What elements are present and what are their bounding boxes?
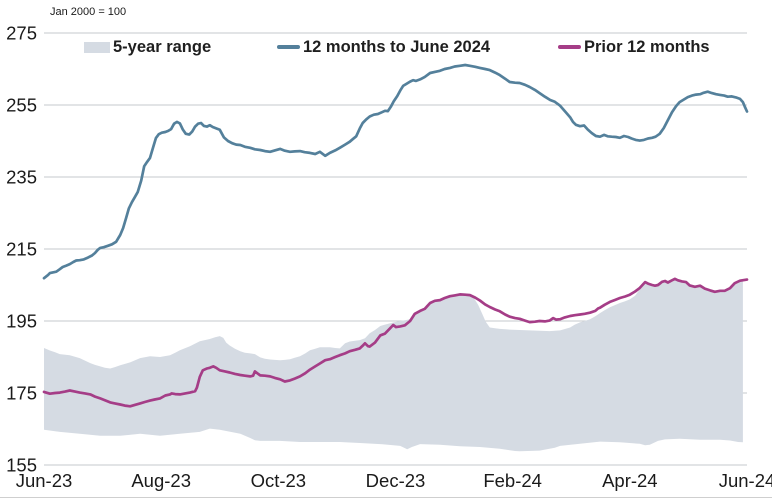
legend-item-12-months-to-june-2024: 12 months to June 2024 [277, 37, 490, 57]
y-tick-label-235: 235 [6, 167, 37, 188]
x-tick-label-Jun-24: Jun-24 [719, 470, 772, 491]
x-tick-label-Feb-24: Feb-24 [483, 470, 542, 491]
y-tick-label-275: 275 [6, 23, 37, 44]
x-tick-label-Jun-23: Jun-23 [16, 470, 73, 491]
current-line-swatch-icon [277, 45, 300, 49]
prior-line-swatch-icon [558, 45, 581, 49]
band-swatch-icon [84, 41, 110, 53]
x-tick-label-Apr-24: Apr-24 [602, 470, 658, 491]
x-tick-label-Oct-23: Oct-23 [251, 470, 307, 491]
five-year-range-band [44, 280, 743, 452]
y-tick-label-215: 215 [6, 239, 37, 260]
chart-bottom-border [0, 497, 772, 498]
y-tick-label-175: 175 [6, 383, 37, 404]
legend-item-prior-12-months: Prior 12 months [558, 37, 710, 57]
y-tick-label-195: 195 [6, 311, 37, 332]
chart-legend: 5-year range 12 months to June 2024 Prio… [0, 37, 772, 57]
index-base-note: Jan 2000 = 100 [50, 6, 127, 18]
legend-label: 5-year range [113, 37, 212, 56]
series-line-prior-12-months [42, 277, 749, 408]
y-tick-label-155: 155 [6, 455, 37, 476]
x-tick-label-Dec-23: Dec-23 [366, 470, 426, 491]
y-tick-label-255: 255 [6, 95, 37, 116]
legend-label: 12 months to June 2024 [303, 37, 491, 56]
legend-item-5-year-range: 5-year range [84, 37, 211, 57]
legend-label: Prior 12 months [584, 37, 710, 56]
x-tick-label-Aug-23: Aug-23 [131, 470, 191, 491]
series-line-12-months-to-june-2024 [42, 63, 749, 280]
